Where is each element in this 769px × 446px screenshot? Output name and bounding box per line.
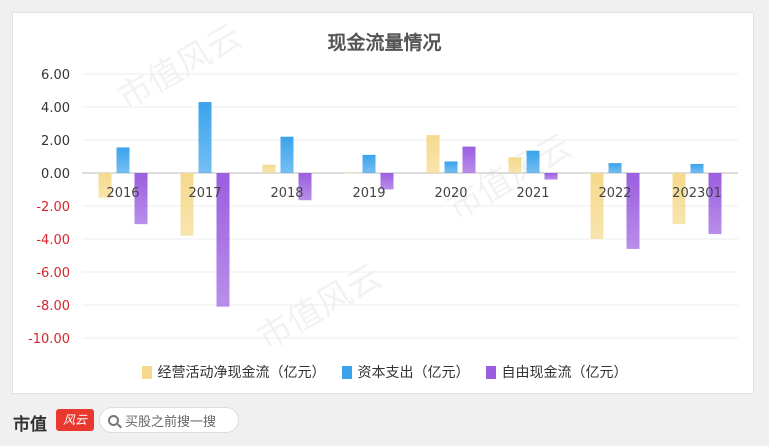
chart-title: 现金流量情况 bbox=[327, 32, 442, 54]
legend-item-capex: 资本支出（亿元） bbox=[341, 362, 470, 382]
legend-swatch bbox=[341, 365, 352, 379]
x-tick-label: 2018 bbox=[270, 186, 303, 201]
bar-capex-2020 bbox=[444, 161, 458, 173]
bar-operating-2019 bbox=[344, 173, 358, 174]
bar-operating-2021 bbox=[508, 157, 522, 173]
legend-item-operating: 经营活动净现金流（亿元） bbox=[141, 362, 326, 382]
y-tick-label: -4.00 bbox=[36, 233, 70, 248]
y-tick-label: 0.00 bbox=[41, 167, 70, 182]
y-tick-label: -6.00 bbox=[36, 266, 70, 281]
bar-fcf-2018 bbox=[298, 173, 312, 201]
bar-fcf-2017 bbox=[216, 173, 230, 307]
gridlines bbox=[82, 73, 738, 339]
x-tick-label: 202301 bbox=[672, 186, 722, 201]
x-tick-label: 2019 bbox=[352, 186, 385, 201]
bars bbox=[98, 102, 722, 307]
bar-operating-2020 bbox=[426, 135, 440, 173]
legend-swatch bbox=[485, 365, 496, 379]
bar-capex-2016 bbox=[116, 147, 130, 173]
bar-fcf-2021 bbox=[544, 173, 558, 180]
bar-fcf-2020 bbox=[462, 146, 476, 173]
bar-fcf-2016 bbox=[134, 173, 148, 225]
bar-capex-2022 bbox=[608, 163, 622, 173]
bar-fcf-2019 bbox=[380, 173, 394, 190]
brand-logo-text: 市值 bbox=[13, 415, 47, 435]
bar-capex-2021 bbox=[526, 150, 540, 173]
x-tick-label: 2016 bbox=[106, 186, 139, 201]
bar-capex-2017 bbox=[198, 102, 212, 173]
y-tick-label: -2.00 bbox=[36, 200, 70, 215]
search-icon bbox=[108, 414, 119, 426]
bar-operating-2018 bbox=[262, 164, 276, 173]
brand-logo-mark: 风云 bbox=[56, 409, 94, 431]
bar-capex-2018 bbox=[280, 136, 294, 173]
bar-operating-2022 bbox=[590, 173, 604, 239]
legend-item-fcf: 自由现金流（亿元） bbox=[485, 362, 628, 382]
search-box[interactable]: 买股之前搜一搜 bbox=[99, 407, 239, 433]
bar-capex-2019 bbox=[362, 154, 376, 173]
bar-fcf-2022 bbox=[626, 173, 640, 249]
bar-capex-202301 bbox=[690, 163, 704, 173]
x-tick-label: 2020 bbox=[434, 186, 467, 201]
y-axis-ticks: 6.00 4.00 2.00 0.00 -2.00 -4.00 -6.00 -8.00 -10.… bbox=[28, 68, 70, 347]
bar-operating-2016 bbox=[98, 173, 112, 198]
x-tick-label: 2022 bbox=[598, 186, 631, 201]
legend-swatch bbox=[141, 365, 152, 379]
search-placeholder: 买股之前搜一搜 bbox=[125, 414, 217, 430]
legend-label: 自由现金流（亿元） bbox=[501, 365, 628, 381]
y-tick-label: -10.00 bbox=[28, 332, 70, 347]
y-tick-label: 6.00 bbox=[41, 68, 70, 83]
bar-fcf-202301 bbox=[708, 173, 722, 235]
legend-label: 资本支出（亿元） bbox=[357, 365, 470, 381]
x-axis-labels: 2016 2017 2018 2019 2020 2021 2022 202301 bbox=[106, 186, 721, 201]
legend: 经营活动净现金流（亿元） 资本支出（亿元） 自由现金流（亿元） bbox=[0, 362, 769, 382]
bar-operating-2017 bbox=[180, 173, 194, 236]
bar-chart: 6.00 4.00 2.00 0.00 -2.00 -4.00 -6.00 -8.00 -10.… bbox=[28, 68, 738, 347]
bar-operating-202301 bbox=[672, 173, 686, 225]
y-tick-label: 4.00 bbox=[41, 101, 70, 116]
legend-label: 经营活动净现金流（亿元） bbox=[157, 365, 326, 381]
footer: 市值 风云 买股之前搜一搜 bbox=[0, 400, 769, 446]
y-tick-label: -8.00 bbox=[36, 299, 70, 314]
y-tick-label: 2.00 bbox=[41, 134, 70, 149]
x-tick-label: 2017 bbox=[188, 186, 221, 201]
x-tick-label: 2021 bbox=[516, 186, 549, 201]
